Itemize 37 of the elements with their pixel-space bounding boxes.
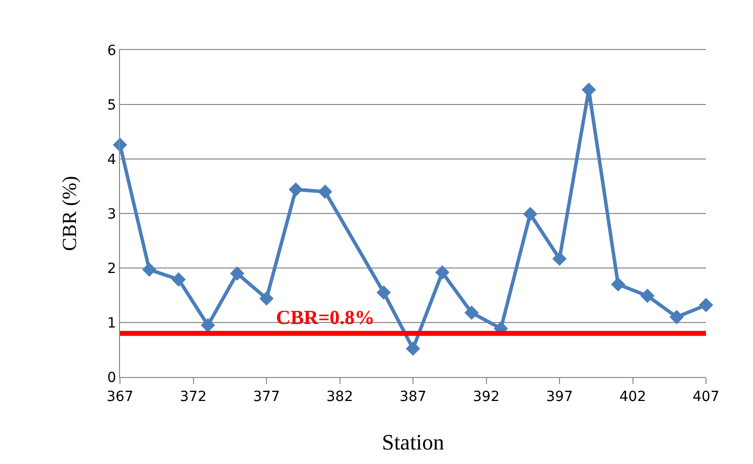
y-tick-label: 2 xyxy=(107,260,116,277)
point xyxy=(610,277,626,292)
y-tick-label: 4 xyxy=(107,152,116,168)
point xyxy=(670,310,684,324)
point xyxy=(288,182,303,197)
x-tick-label: 387 xyxy=(400,388,426,405)
x-tick-label: 367 xyxy=(106,388,134,405)
point xyxy=(464,306,479,320)
y-tick-label: 5 xyxy=(107,97,116,114)
point xyxy=(698,298,714,312)
point xyxy=(318,184,332,199)
y-tick-label: 6 xyxy=(107,42,116,59)
point xyxy=(230,266,244,281)
x-tick-label: 382 xyxy=(326,388,354,405)
point xyxy=(406,342,420,356)
point xyxy=(582,82,596,97)
point xyxy=(435,265,450,280)
point xyxy=(552,252,567,266)
y-tick-label: 3 xyxy=(107,206,116,222)
x-tick-label: 377 xyxy=(253,388,280,405)
point xyxy=(376,285,391,300)
x-tick-label: 397 xyxy=(546,388,573,405)
point xyxy=(523,206,538,222)
point xyxy=(200,318,216,332)
ref-line-label: CBR=0.8% xyxy=(276,307,375,329)
point xyxy=(640,288,655,303)
x-tick-label: 402 xyxy=(619,388,646,405)
x-tick-label: 372 xyxy=(180,388,207,405)
x-tick-label: 392 xyxy=(472,388,500,405)
x-axis-title: Station xyxy=(382,430,444,455)
point xyxy=(171,272,186,287)
point xyxy=(142,262,156,277)
y-axis-title: CBR (%) xyxy=(58,176,81,251)
x-tick-label: 407 xyxy=(692,388,720,405)
y-tick-label: 1 xyxy=(107,315,116,332)
point xyxy=(259,291,274,306)
y-tick-label: 0 xyxy=(107,370,116,386)
